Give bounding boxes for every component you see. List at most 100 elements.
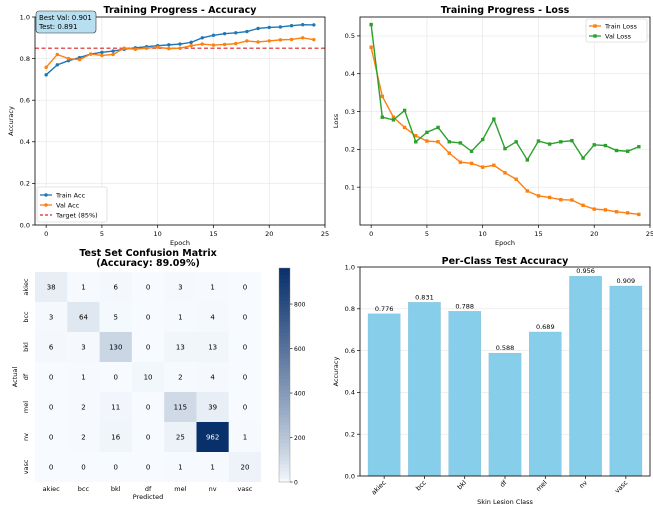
data-point [222,31,227,36]
y-tick-label: vasc [22,459,30,474]
x-tick-label: 25 [646,230,653,238]
x-tick-label: 5 [425,230,429,238]
colorbar-tick-label: 400 [294,390,306,397]
data-point [637,145,641,149]
y-tick-label: 0.3 [345,108,355,116]
cell-value: 0 [49,404,53,412]
heatmap-cell [131,272,165,302]
cell-value: 1 [178,314,182,322]
heatmap-cell [164,392,197,422]
data-point [55,63,60,67]
heatmap-cell [35,302,68,332]
colorbar-segment [279,474,290,479]
data-point [234,41,238,46]
data-point [100,53,104,58]
cell-value: 6 [49,344,54,352]
heatmap-cell [99,332,132,362]
cell-value: 13 [208,344,217,352]
heatmap-cell [99,392,132,422]
data-point [581,203,585,208]
legend-label: Train Loss [604,22,638,30]
cell-value: 3 [81,344,85,352]
data-point [44,65,48,70]
colorbar-segment [279,300,290,305]
y-tick-label: akiec [22,278,30,296]
data-point [447,151,451,155]
colorbar-segment [279,314,290,319]
colorbar-segment [279,385,290,390]
data-point [391,118,396,122]
heatmap-cell [196,302,229,332]
y-tick-label: 0.8 [20,55,30,63]
cell-value: 5 [114,314,118,322]
cell-value: 0 [49,434,53,442]
data-point [133,47,138,51]
bar-value-label: 0.788 [455,302,474,310]
y-axis-label: Loss [332,113,340,128]
colorbar-segment [279,375,290,379]
cell-value: 0 [49,374,53,382]
data-point [458,160,463,164]
data-point [536,139,541,143]
data-point [614,210,619,214]
data-point [492,163,496,167]
data-point [189,40,193,45]
plot-frame [359,16,651,226]
data-point [447,140,451,144]
heatmap-cell [228,362,262,392]
heatmap-cell [131,422,165,452]
annotation-test: Test: 0.891 [38,23,77,31]
colorbar-segment [279,396,290,401]
cell-value: 0 [243,344,247,352]
chart-title: Per-Class Test Accuracy [442,256,570,267]
y-tick-label: mel [22,401,30,413]
data-point [402,125,407,130]
colorbar-segment [279,389,290,394]
colorbar-segment [279,410,290,415]
heatmap-cell [164,362,197,392]
cell-value: 0 [146,434,150,442]
heatmap-cell [196,452,229,482]
data-point [200,36,205,40]
colorbar-segment [279,439,290,444]
data-point [603,143,608,148]
data-point [469,149,474,153]
heatmap-cell [228,452,262,482]
data-point [211,43,216,47]
colorbar-segment [279,328,290,333]
y-tick-label: 0.2 [20,180,30,188]
cell-value: 1 [178,464,182,472]
data-point [425,139,429,143]
data-point [480,137,485,142]
colorbar-segment [279,471,290,476]
y-tick-label: bcc [22,311,30,323]
bar-value-label: 0.689 [536,323,555,331]
bar-nv [569,276,602,477]
y-axis-label: Actual [11,367,19,388]
data-point [211,33,216,38]
data-point [312,37,316,42]
colorbar-segment [279,414,290,419]
x-tick-label: 5 [100,230,104,238]
legend-label: Val Loss [605,32,632,40]
colorbar-segment [279,271,290,276]
data-point [592,207,596,211]
data-point [289,37,294,42]
confusion-matrix-chart: Test Set Confusion Matrix(Accuracy: 89.0… [11,248,306,501]
bar-mel [529,331,562,477]
colorbar-segment [279,435,290,440]
heatmap-cell [67,362,100,392]
data-point [536,194,541,198]
chart-title: Training Progress - Loss [441,5,570,16]
data-point [289,24,294,28]
data-point [603,208,608,212]
data-point [178,46,182,50]
data-point [111,52,115,57]
data-point [167,43,171,47]
legend-label: Val Acc [56,201,80,209]
x-axis-label: Skin Lesion Class [477,498,533,506]
colorbar-segment [279,464,290,469]
data-point [592,143,596,147]
colorbar-segment [279,442,290,447]
